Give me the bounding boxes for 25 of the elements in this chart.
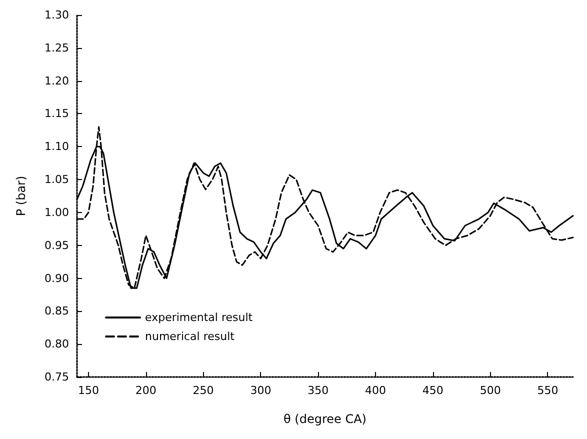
y-tick-label: 0.75 [44,370,69,384]
x-tick-label: 250 [192,384,214,397]
x-tick-label: 500 [480,384,501,397]
legend-label: experimental result [145,311,254,324]
x-tick-label: 350 [308,384,329,397]
y-tick-label: 0.80 [44,338,69,351]
y-tick-label: 0.90 [44,272,69,285]
y-tick-label: 0.95 [44,238,69,252]
y-tick-label: 1.00 [44,206,69,219]
y-tick-label: 1.05 [44,173,69,186]
y-tick-label: 1.10 [44,140,69,154]
y-tick-label: 1.30 [44,8,69,22]
x-tick-label: 300 [250,384,272,397]
y-axis-title: P (bar) [14,176,28,216]
x-axis-title: θ (degree CA) [284,412,366,426]
x-tick-label: 150 [78,384,99,397]
y-tick-label: 0.85 [44,304,69,318]
y-tick-label: 1.15 [44,107,69,120]
x-tick-label: 400 [365,384,386,397]
x-tick-label: 200 [135,384,156,397]
y-tick-label: 1.25 [44,41,69,54]
y-tick-label: 1.20 [44,74,69,88]
legend-label: numerical result [145,330,236,343]
x-tick-label: 550 [537,384,558,397]
x-tick-label: 450 [422,384,444,397]
